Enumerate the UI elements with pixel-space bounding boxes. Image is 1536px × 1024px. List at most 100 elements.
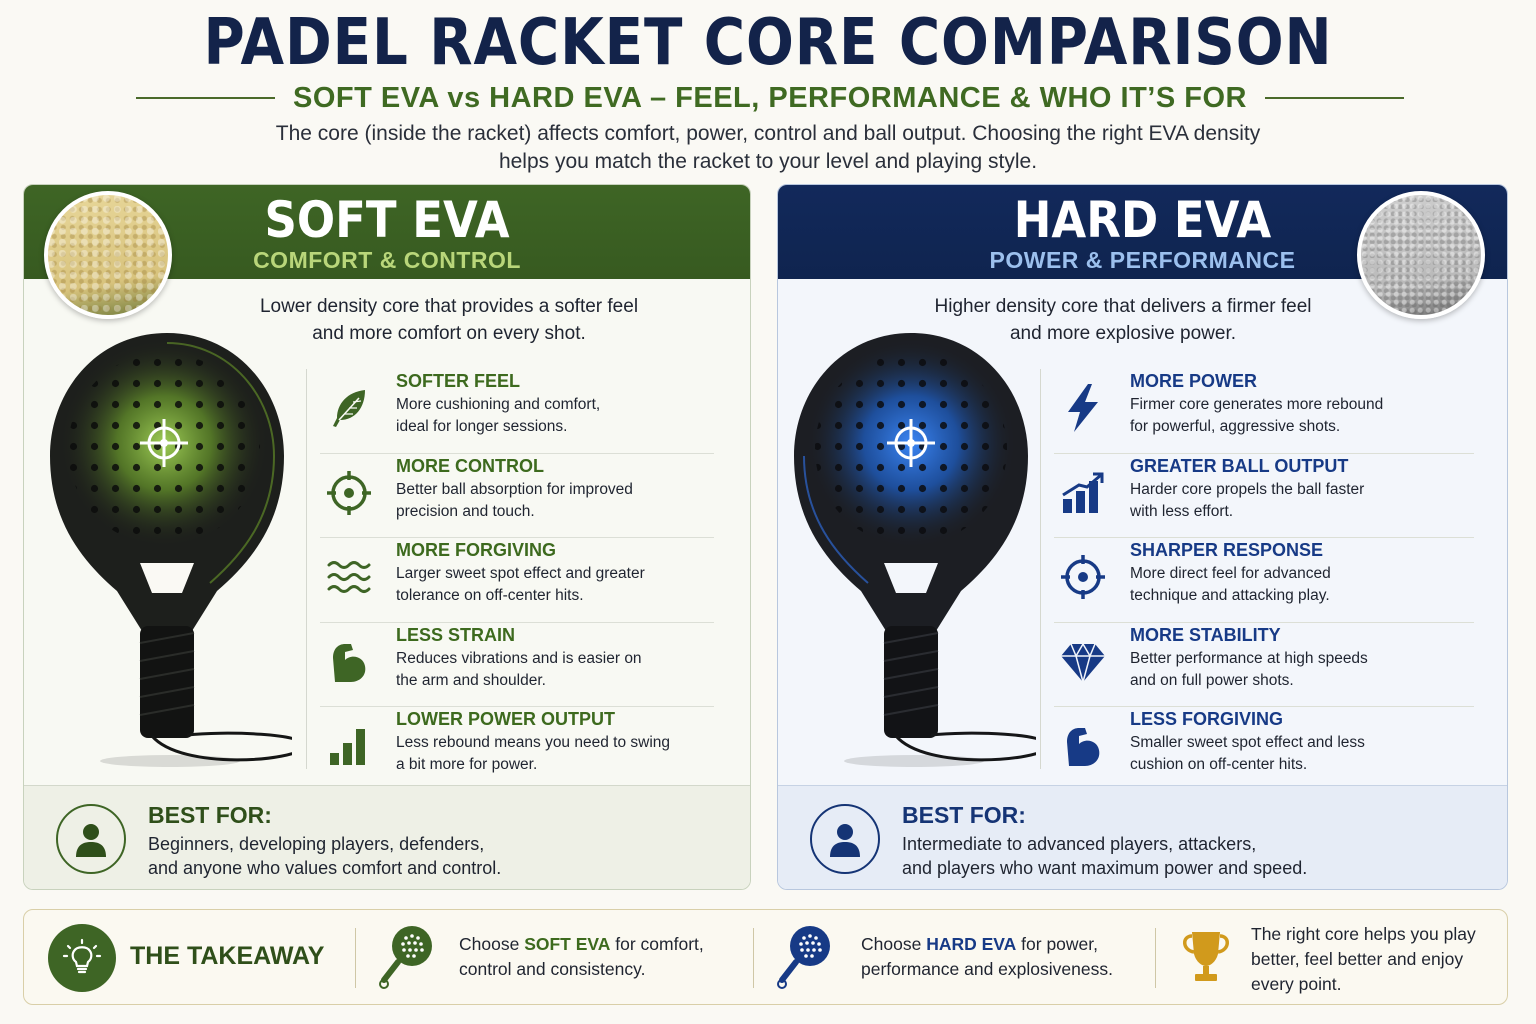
player-icon xyxy=(810,804,880,874)
feature-heading: MORE FORGIVING xyxy=(396,540,557,560)
soft-feature-list: SOFTER FEEL More cushioning and comfort,… xyxy=(306,369,714,792)
hard-feature-greater-ball-output: GREATER BALL OUTPUT Harder core propels … xyxy=(1054,454,1474,538)
flexed-arm-icon xyxy=(1058,721,1108,771)
hard-eva-description: Higher density core that delivers a firm… xyxy=(878,293,1368,347)
page-title: PADEL RACKET CORE COMPARISON xyxy=(203,6,1333,80)
page-subtitle: SOFT EVA vs HARD EVA – FEEL, PERFORMANCE… xyxy=(293,81,1247,114)
takeaway-hard-key: HARD EVA xyxy=(926,934,1017,954)
diamond-icon xyxy=(1058,637,1108,687)
feature-desc-line-1: Smaller sweet spot effect and less xyxy=(1130,734,1365,751)
hard-eva-title: HARD EVA xyxy=(1013,191,1272,249)
hard-feature-divider xyxy=(1040,369,1041,769)
takeaway-final-line-2: better, feel better and enjoy xyxy=(1251,949,1464,969)
subtitle-divider-left xyxy=(136,97,276,99)
soft-feature-softer-feel: SOFTER FEEL More cushioning and comfort,… xyxy=(320,369,714,454)
soft-best-for: BEST FOR: Beginners, developing players,… xyxy=(24,785,750,889)
hard-feature-more-power: MORE POWER Firmer core generates more re… xyxy=(1054,369,1474,454)
feature-desc-line-2: a bit more for power. xyxy=(396,756,538,773)
feature-heading: MORE CONTROL xyxy=(396,455,544,476)
takeaway-hard-text: Choose HARD EVA for power, performance a… xyxy=(861,932,1113,982)
lightbulb-icon xyxy=(48,924,116,992)
feature-desc: Better performance at high speeds and on… xyxy=(1130,648,1474,692)
bar-chart-icon xyxy=(324,721,374,771)
subtitle-row: SOFT EVA vs HARD EVA – FEEL, PERFORMANCE… xyxy=(136,78,1404,118)
feature-desc-line-2: with less effort. xyxy=(1130,502,1234,520)
lightning-icon xyxy=(1058,383,1108,433)
intro-text: The core (inside the racket) affects com… xyxy=(200,120,1336,176)
takeaway-divider xyxy=(1155,928,1156,988)
hard-eva-panel: HARD EVA POWER & PERFORMANCE Higher dens… xyxy=(777,184,1508,890)
best-for-line-1: Intermediate to advanced players, attack… xyxy=(902,834,1257,854)
soft-feature-more-forgiving: MORE FORGIVING Larger sweet spot effect … xyxy=(320,538,714,623)
feature-desc-line-1: More direct feel for advanced xyxy=(1130,565,1331,582)
feature-desc: Larger sweet spot effect and greater tol… xyxy=(396,563,714,607)
feature-heading: LOWER POWER OUTPUT xyxy=(396,709,615,729)
feature-desc-line-2: the arm and shoulder. xyxy=(396,671,546,689)
takeaway-soft-post: for comfort, xyxy=(610,934,704,954)
feature-desc-line-2: cushion on off-center hits. xyxy=(1130,756,1308,773)
intro-line-1: The core (inside the racket) affects com… xyxy=(275,122,1261,145)
waves-icon xyxy=(324,552,374,602)
best-for-line-2: and anyone who values comfort and contro… xyxy=(148,858,502,878)
takeaway-label: THE TAKEAWAY xyxy=(130,942,325,970)
feature-desc-line-1: Harder core propels the ball faster xyxy=(1130,480,1365,498)
feature-desc-line-1: Better ball absorption for improved xyxy=(396,480,633,498)
feature-heading: MORE POWER xyxy=(1130,371,1258,391)
feature-desc-line-2: for powerful, aggressive shots. xyxy=(1130,418,1341,435)
soft-racket-illustration xyxy=(50,333,292,767)
takeaway-soft-line-2: control and consistency. xyxy=(459,959,646,979)
soft-eva-panel: SOFT EVA COMFORT & CONTROL Lower density… xyxy=(23,184,751,890)
takeaway-bar: THE TAKEAWAY Choose SOFT EVA for comfort… xyxy=(23,909,1508,1005)
feature-desc: Better ball absorption for improved prec… xyxy=(396,479,714,523)
rising-bar-chart-icon xyxy=(1058,468,1108,518)
feature-desc-line-1: Less rebound means you need to swing xyxy=(396,734,671,751)
feature-desc-line-1: Firmer core generates more rebound xyxy=(1130,396,1384,413)
feature-desc: Harder core propels the ball faster with… xyxy=(1130,479,1474,523)
takeaway-divider xyxy=(753,928,754,988)
soft-desc-line-1: Lower density core that provides a softe… xyxy=(259,296,639,317)
takeaway-hard-post: for power, xyxy=(1016,934,1099,954)
best-for-text: Beginners, developing players, defenders… xyxy=(148,832,708,880)
hard-eva-tagline: POWER & PERFORMANCE xyxy=(989,247,1296,273)
hard-racket-icon xyxy=(777,926,830,989)
feature-desc-line-1: Reduces vibrations and is easier on xyxy=(396,649,642,667)
intro-line-2: helps you match the racket to your level… xyxy=(498,150,1038,173)
feature-desc: Reduces vibrations and is easier on the … xyxy=(396,648,714,692)
target-icon xyxy=(324,468,374,518)
takeaway-hard-line-1: Choose HARD EVA for power, xyxy=(861,932,1113,957)
feature-desc-line-1: Better performance at high speeds xyxy=(1130,649,1368,667)
hard-foam-sample-image xyxy=(1357,191,1485,319)
hard-desc-line-2: and more explosive power. xyxy=(1009,323,1236,344)
hard-feature-more-stability: MORE STABILITY Better performance at hig… xyxy=(1054,623,1474,707)
feather-icon xyxy=(324,383,374,433)
feature-desc: Less rebound means you need to swing a b… xyxy=(396,732,714,776)
takeaway-soft-line-1: Choose SOFT EVA for comfort, xyxy=(459,932,704,957)
feature-desc-line-2: technique and attacking play. xyxy=(1130,587,1330,604)
takeaway-hard-pre: Choose xyxy=(861,934,927,954)
hard-best-for: BEST FOR: Intermediate to advanced playe… xyxy=(778,785,1507,889)
feature-heading: SOFTER FEEL xyxy=(396,371,521,391)
subtitle-divider-right xyxy=(1264,97,1404,99)
soft-desc-line-2: and more comfort on every shot. xyxy=(312,323,586,344)
feature-desc: More direct feel for advanced technique … xyxy=(1130,563,1474,607)
feature-heading: LESS STRAIN xyxy=(396,624,516,645)
takeaway-final-text: The right core helps you play better, fe… xyxy=(1251,922,1476,997)
soft-eva-title: SOFT EVA xyxy=(264,191,510,249)
feature-desc-line-1: More cushioning and comfort, xyxy=(396,396,601,413)
best-for-line-2: and players who want maximum power and s… xyxy=(902,858,1308,878)
best-for-text: Intermediate to advanced players, attack… xyxy=(902,832,1462,880)
takeaway-final-line-1: The right core helps you play xyxy=(1251,924,1476,944)
soft-racket-icon xyxy=(379,926,432,989)
soft-feature-divider xyxy=(306,369,307,769)
best-for-line-1: Beginners, developing players, defenders… xyxy=(148,834,485,854)
feature-desc-line-1: Larger sweet spot effect and greater xyxy=(396,565,645,582)
hard-feature-sharper-response: SHARPER RESPONSE More direct feel for ad… xyxy=(1054,538,1474,623)
feature-desc-line-2: and on full power shots. xyxy=(1130,671,1294,689)
best-for-heading: BEST FOR: xyxy=(902,802,1026,828)
hard-racket-illustration xyxy=(794,333,1036,767)
soft-feature-less-strain: LESS STRAIN Reduces vibrations and is ea… xyxy=(320,623,714,707)
feature-desc: More cushioning and comfort, ideal for l… xyxy=(396,394,714,438)
soft-eva-description: Lower density core that provides a softe… xyxy=(204,293,694,347)
hard-desc-line-1: Higher density core that delivers a firm… xyxy=(934,296,1312,317)
soft-foam-sample-image xyxy=(44,191,172,319)
